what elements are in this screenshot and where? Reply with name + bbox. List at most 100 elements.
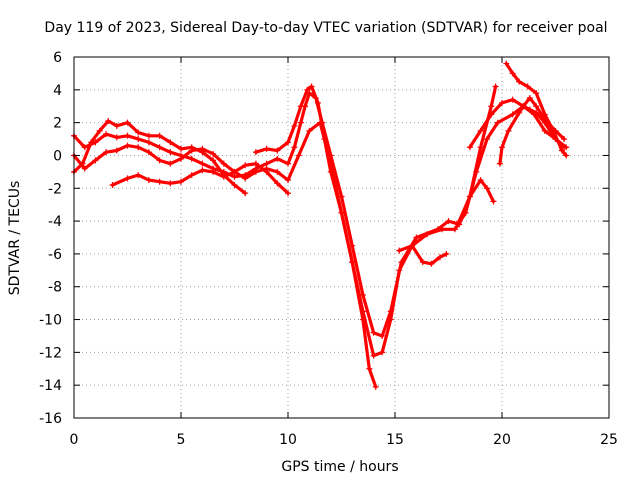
data-point — [552, 136, 559, 143]
data-point — [563, 152, 570, 159]
data-point — [372, 383, 379, 390]
y-tick-label: 4 — [53, 83, 62, 99]
data-series-track-a — [71, 83, 499, 339]
data-point — [145, 149, 152, 156]
data-point — [135, 144, 142, 151]
data-point — [561, 136, 568, 143]
data-point — [135, 172, 142, 179]
y-axis-label: SDTVAR / TECUs — [7, 181, 23, 296]
data-point — [124, 142, 131, 149]
data-point — [103, 131, 110, 138]
data-point — [473, 168, 480, 175]
data-point — [199, 160, 206, 167]
data-point — [488, 103, 495, 110]
data-point — [370, 329, 377, 336]
data-series-track-e — [252, 83, 379, 390]
series-layer — [71, 60, 570, 390]
data-point — [370, 352, 377, 359]
data-point — [242, 190, 249, 197]
data-point — [252, 168, 259, 175]
data-point — [533, 109, 540, 116]
data-point — [541, 119, 548, 126]
data-point — [308, 83, 315, 90]
data-point — [533, 90, 540, 97]
data-point — [263, 145, 270, 152]
data-point — [167, 149, 174, 156]
data-point — [285, 139, 291, 146]
data-point — [188, 172, 195, 179]
data-point — [109, 181, 116, 188]
data-point — [456, 218, 463, 225]
series-line — [254, 84, 378, 389]
data-series-track-g — [456, 177, 497, 225]
data-point — [439, 226, 446, 233]
data-point — [167, 139, 174, 146]
series-line — [468, 98, 568, 149]
data-point — [516, 78, 523, 85]
data-point — [466, 193, 473, 200]
data-point — [327, 168, 334, 175]
data-point — [156, 132, 163, 139]
tick-layer: 0 5 10 15 20 25 -16 -14 -12 -10 -8 -6 -4 -2 0 2 4 6 — [39, 50, 618, 448]
data-point — [274, 180, 281, 187]
data-point — [145, 139, 152, 146]
data-point — [188, 155, 195, 162]
data-point — [541, 127, 548, 134]
data-point — [156, 157, 163, 164]
data-point — [263, 168, 270, 175]
data-point — [509, 96, 516, 103]
data-point — [156, 178, 163, 185]
data-series-track-d — [109, 160, 291, 197]
data-series-track-h — [496, 95, 568, 167]
data-point — [526, 106, 533, 113]
data-point — [199, 149, 206, 156]
data-point — [274, 147, 281, 154]
data-point — [503, 60, 510, 67]
y-tick-label: -2 — [48, 181, 62, 197]
data-point — [242, 162, 249, 169]
data-point — [220, 173, 227, 180]
data-point — [291, 144, 298, 151]
data-point — [494, 119, 501, 126]
data-point — [563, 144, 570, 151]
data-point — [145, 132, 152, 139]
data-point — [314, 99, 321, 106]
data-point — [379, 349, 386, 356]
data-point — [188, 144, 195, 151]
x-tick-label: 20 — [493, 432, 511, 448]
data-point — [285, 177, 291, 184]
data-point — [167, 160, 174, 167]
data-point — [477, 177, 484, 184]
data-point — [297, 103, 304, 110]
data-point — [291, 122, 298, 129]
plot-frame — [73, 56, 610, 419]
data-point — [199, 167, 206, 174]
y-tick-label: -4 — [48, 214, 62, 230]
data-point — [419, 259, 426, 266]
data-point — [220, 160, 227, 167]
y-tick-label: -12 — [39, 345, 62, 361]
data-point — [338, 209, 345, 216]
data-point — [231, 181, 238, 188]
data-point — [81, 144, 88, 151]
data-point — [285, 190, 291, 197]
data-point — [145, 177, 152, 184]
data-point — [297, 119, 304, 126]
data-point — [167, 180, 174, 187]
data-point — [541, 111, 548, 118]
data-point — [210, 168, 217, 175]
data-point — [124, 175, 131, 182]
data-point — [124, 132, 131, 139]
data-point — [349, 259, 356, 266]
data-point — [274, 168, 281, 175]
series-line — [72, 104, 566, 358]
data-point — [496, 160, 503, 167]
data-point — [231, 168, 238, 175]
data-point — [396, 247, 403, 254]
data-point — [88, 139, 95, 146]
data-point — [413, 234, 420, 241]
data-point — [409, 242, 416, 249]
data-point — [484, 136, 491, 143]
data-point — [505, 127, 512, 134]
